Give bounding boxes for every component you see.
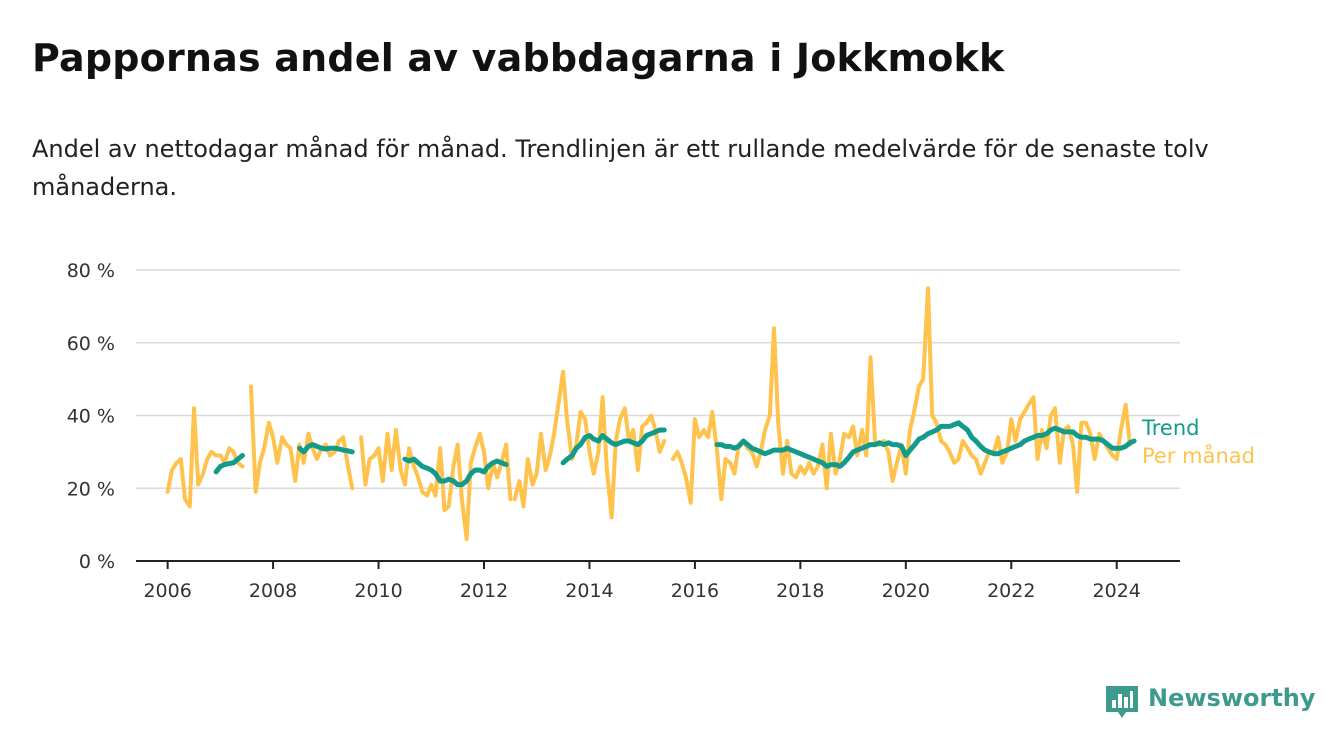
series-line-segment — [248, 384, 355, 494]
y-tick-label: 80 % — [67, 260, 115, 282]
page-subtitle: Andel av nettodagar månad för månad. Tre… — [32, 135, 1209, 201]
legend: Trend Per månad — [1141, 416, 1255, 468]
grid-lines — [136, 269, 1180, 489]
series-line-segment — [670, 286, 1132, 505]
y-tick-label: 60 % — [67, 333, 115, 355]
newsworthy-logo-icon — [1106, 686, 1138, 718]
y-tick-label: 20 % — [67, 478, 115, 500]
series-line-segment — [165, 406, 245, 509]
series-line-segment — [560, 427, 667, 466]
series-trend — [213, 420, 1137, 488]
x-tick-label: 2018 — [776, 580, 824, 602]
x-tick-label: 2006 — [143, 580, 191, 602]
x-tick-label: 2014 — [565, 580, 613, 602]
brand-name: Newsworthy — [1148, 684, 1316, 712]
x-tick-label: 2016 — [671, 580, 719, 602]
x-axis: 2006 2008 2010 2012 2014 2016 2018 2020 2022 2024 — [136, 560, 1180, 602]
x-tick-label: 2020 — [882, 580, 930, 602]
page-title: Pappornas andel av vabbdagarna i Jokkmok… — [32, 36, 1005, 80]
series-line-segment — [402, 456, 509, 488]
y-tick-label: 40 % — [67, 406, 115, 428]
series-line-segment — [714, 420, 1137, 469]
legend-per-manad: Per månad — [1142, 443, 1255, 468]
x-tick-label: 2010 — [354, 580, 402, 602]
x-tick-label: 2024 — [1093, 580, 1141, 602]
series-lines — [165, 286, 1137, 542]
x-tick-label: 2022 — [987, 580, 1035, 602]
series-line-segment — [297, 442, 355, 455]
series-per-manad — [165, 286, 1132, 542]
series-line-segment — [512, 369, 667, 520]
y-tick-label: 0 % — [79, 551, 115, 573]
x-tick-label: 2008 — [249, 580, 297, 602]
y-axis-tick-labels: 0 % 20 % 40 % 60 % 80 % — [67, 260, 115, 573]
legend-trend: Trend — [1141, 416, 1199, 440]
series-line-segment — [213, 453, 245, 475]
x-tick-label: 2012 — [460, 580, 508, 602]
series-line-segment — [359, 428, 513, 542]
